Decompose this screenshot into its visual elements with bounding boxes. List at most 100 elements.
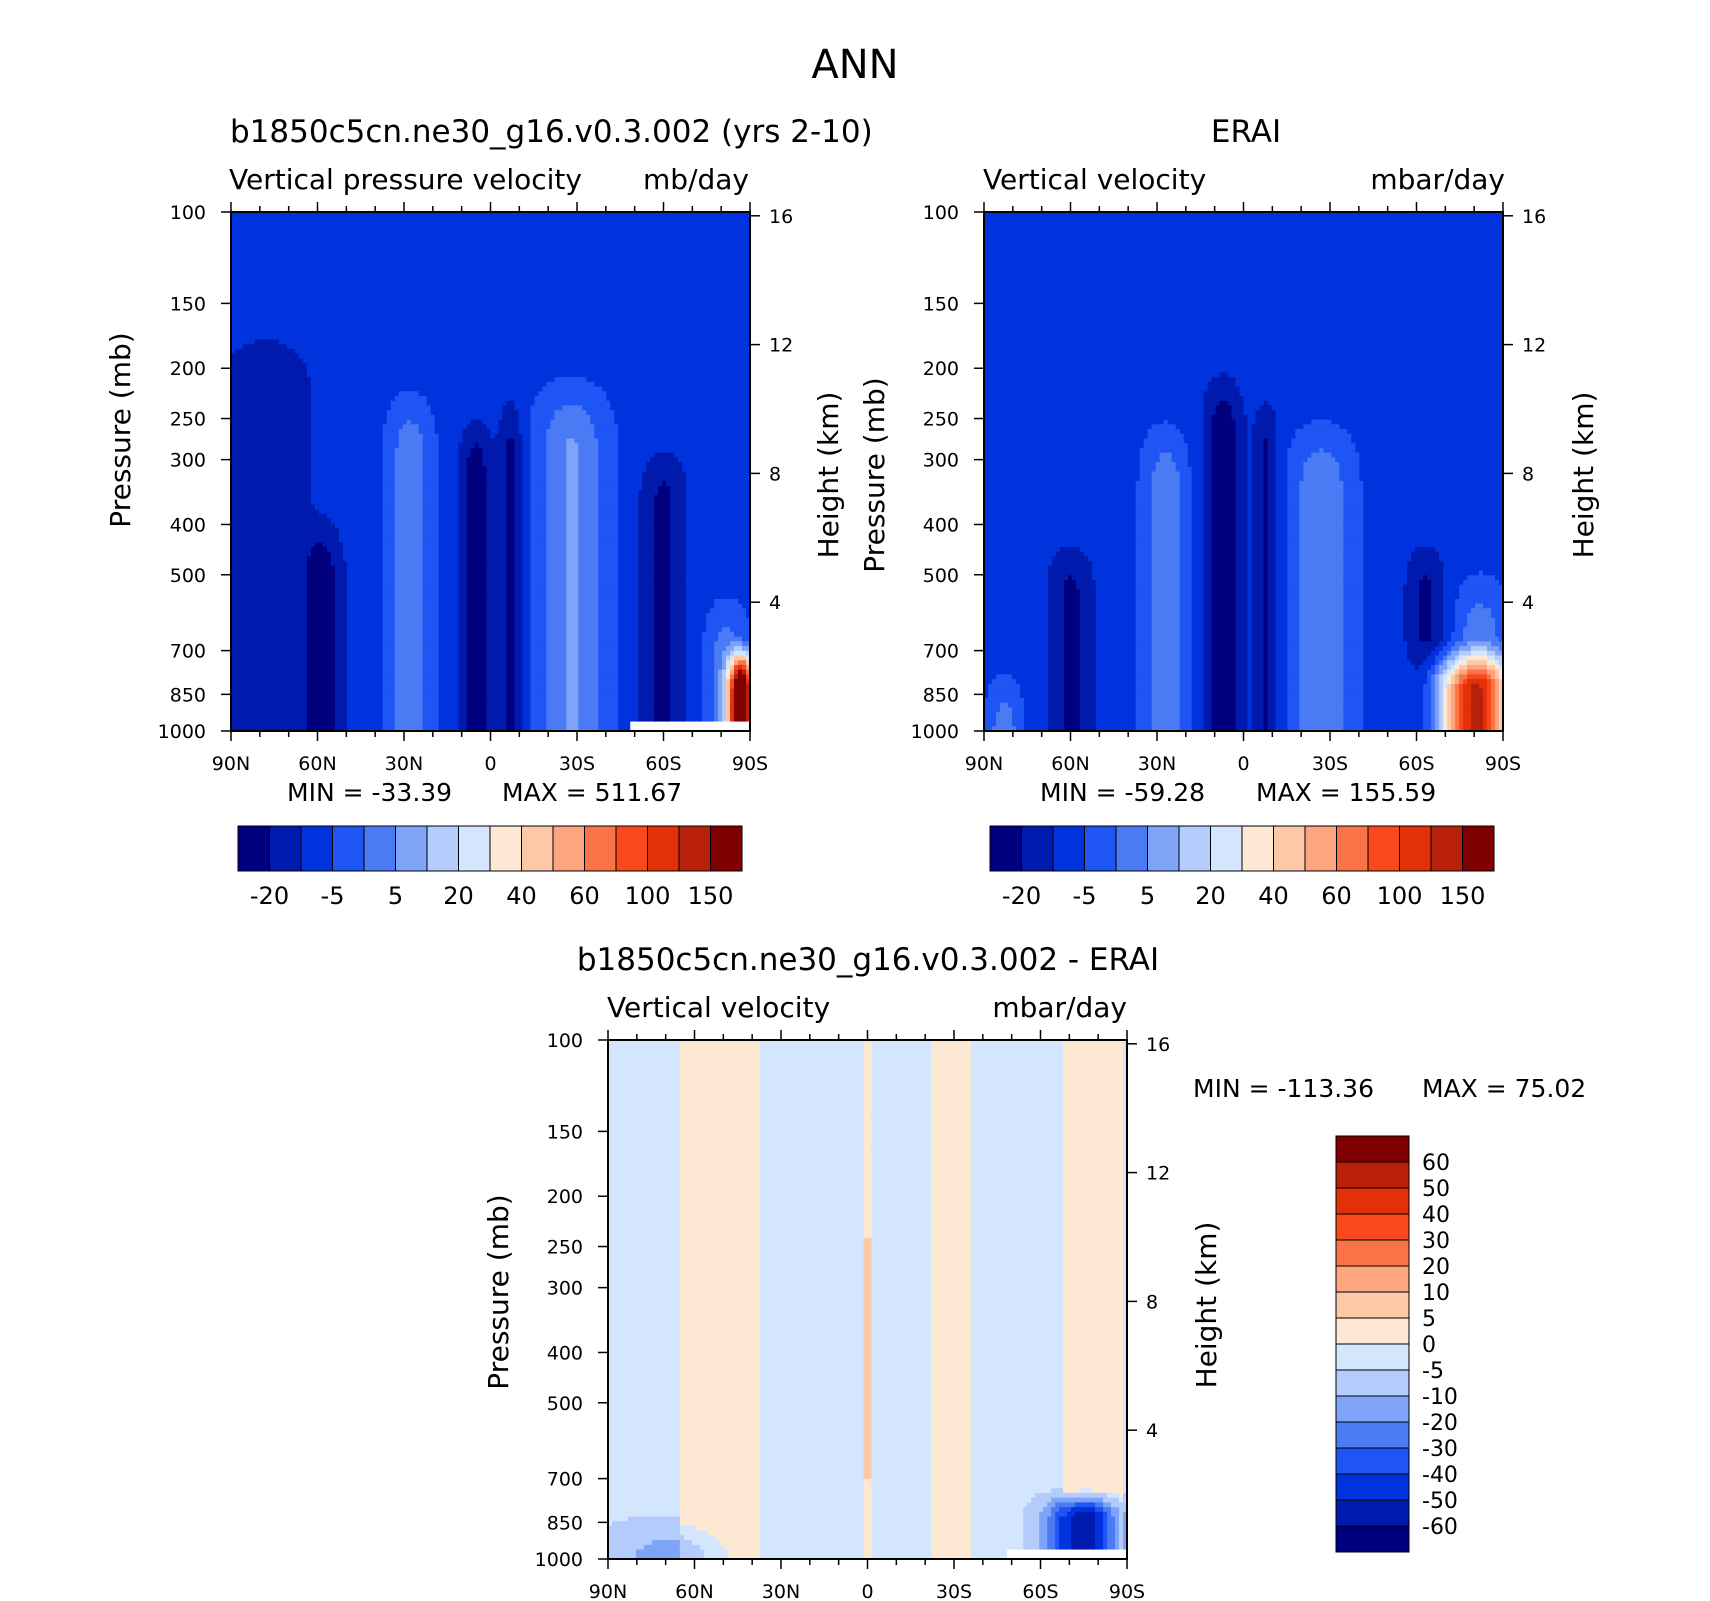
heatmap-cell [654,504,671,510]
heatmap-cell [486,627,508,633]
heatmap-cell [394,565,424,572]
heatmap-cell [618,433,751,440]
heatmap-cell [486,603,508,609]
heatmap-cell [1063,608,1081,614]
heatmap-cell [1247,513,1253,520]
heatmap-cell [759,1063,865,1069]
heatmap-cell [1123,1535,1128,1541]
heatmap-cell [530,495,547,501]
heatmap-cell [971,1058,1064,1065]
heatmap-cell [530,405,563,411]
heatmap-cell [1211,646,1237,652]
heatmap-cell [486,608,508,614]
heatmap-cell [1151,603,1181,609]
heatmap-cell [1047,726,1065,732]
heatmap-cell [871,1346,932,1352]
heatmap-cell [458,622,468,628]
heatmap-cell [534,400,611,407]
colorbar-label: 60 [1321,882,1352,910]
heatmap-cell [1095,1525,1104,1532]
heatmap-cell [984,362,1504,369]
heatmap-cell [1267,447,1277,454]
heatmap-cell [670,707,687,713]
heatmap-cell [871,1483,932,1489]
heatmap-cell [1095,1540,1104,1546]
heatmap-cell [346,584,384,591]
heatmap-cell [1171,457,1189,463]
heatmap-cell [1211,707,1237,713]
heatmap-cell [1247,570,1253,576]
heatmap-cell [546,546,567,553]
heatmap-cell [1115,1521,1120,1527]
heatmap-cell [514,546,524,553]
heatmap-cell [1023,721,1049,727]
heatmap-cell [1439,551,1504,558]
heatmap-cell [1499,688,1504,694]
heatmap-cell [1343,674,1364,680]
heatmap-cell [598,697,619,704]
heatmap-cell [1063,1422,1124,1428]
heatmap-cell [1191,476,1205,482]
heatmap-cell [1251,693,1265,699]
heatmap-cell [578,570,599,576]
heatmap-cell [971,1398,1064,1404]
heatmap-cell [608,1299,681,1305]
heatmap-cell [1275,546,1289,553]
heatmap-cell [1151,499,1181,506]
heatmap-cell [1191,485,1205,491]
heatmap-cell [1275,702,1289,709]
heatmap-cell [1251,466,1265,473]
heatmap-cell [679,1530,709,1537]
heatmap-cell [971,1167,1064,1173]
heatmap-cell [1011,712,1025,718]
heatmap-cell [679,1224,761,1230]
heatmap-cell [1047,712,1065,718]
heatmap-cell [466,617,488,624]
heatmap-cell [722,627,731,633]
heatmap-cell [1119,1511,1124,1518]
heatmap-cell [638,707,655,713]
heatmap-cell [971,1492,1036,1499]
heatmap-cell [608,1058,681,1065]
heatmap-cell [1435,707,1440,713]
heatmap-cell [546,462,567,468]
heatmap-cell [971,1054,1064,1060]
heatmap-cell [346,570,384,576]
heatmap-cell [1095,674,1137,680]
heatmap-cell [638,546,655,553]
panel-obs: ERAI Vertical velocity mbar/day 90N 60N 30… [858,114,1600,910]
heatmap-cell [759,1370,865,1376]
heatmap-cell [1259,405,1273,411]
y-tick-label: 700 [170,641,206,663]
heatmap-cell [1495,660,1500,666]
heatmap-cell [466,646,488,652]
heatmap-cell [566,471,579,477]
heatmap-cell [606,391,751,397]
heatmap-cell [1479,683,1488,690]
heatmap-cell [1123,1186,1128,1192]
heatmap-cell [1251,674,1265,680]
heatmap-cell [871,1403,932,1409]
heatmap-cell [334,608,348,614]
heatmap-cell [1123,1271,1128,1277]
heatmap-cell [1063,1474,1124,1480]
heatmap-cell [638,650,655,657]
heatmap-cell [394,509,424,515]
heatmap-cell [514,485,524,491]
heatmap-cell [438,438,464,444]
heatmap-cell [1135,613,1153,619]
heatmap-cell [971,1176,1064,1183]
heatmap-cell [608,1285,681,1291]
heatmap-cell [598,693,619,699]
heatmap-cell [486,631,508,638]
heatmap-cell [1039,1521,1048,1527]
heatmap-cell [1179,608,1193,614]
heatmap-cell [578,712,599,718]
heatmap-cell [1179,707,1193,713]
heatmap-cell [971,1200,1064,1206]
heatmap-cell [646,462,683,468]
heatmap-cell [871,1068,932,1074]
heatmap-cell [1203,410,1217,416]
heatmap-cell [1211,580,1237,586]
heatmap-cell [514,518,524,524]
